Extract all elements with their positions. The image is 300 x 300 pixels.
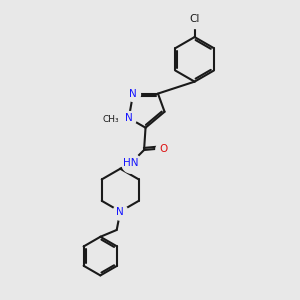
Text: N: N [125, 113, 133, 123]
Text: N: N [129, 88, 137, 99]
Text: N: N [116, 206, 124, 217]
Text: HN: HN [123, 158, 138, 168]
Text: O: O [159, 143, 167, 154]
Text: CH₃: CH₃ [103, 115, 119, 124]
Text: Cl: Cl [189, 14, 200, 24]
